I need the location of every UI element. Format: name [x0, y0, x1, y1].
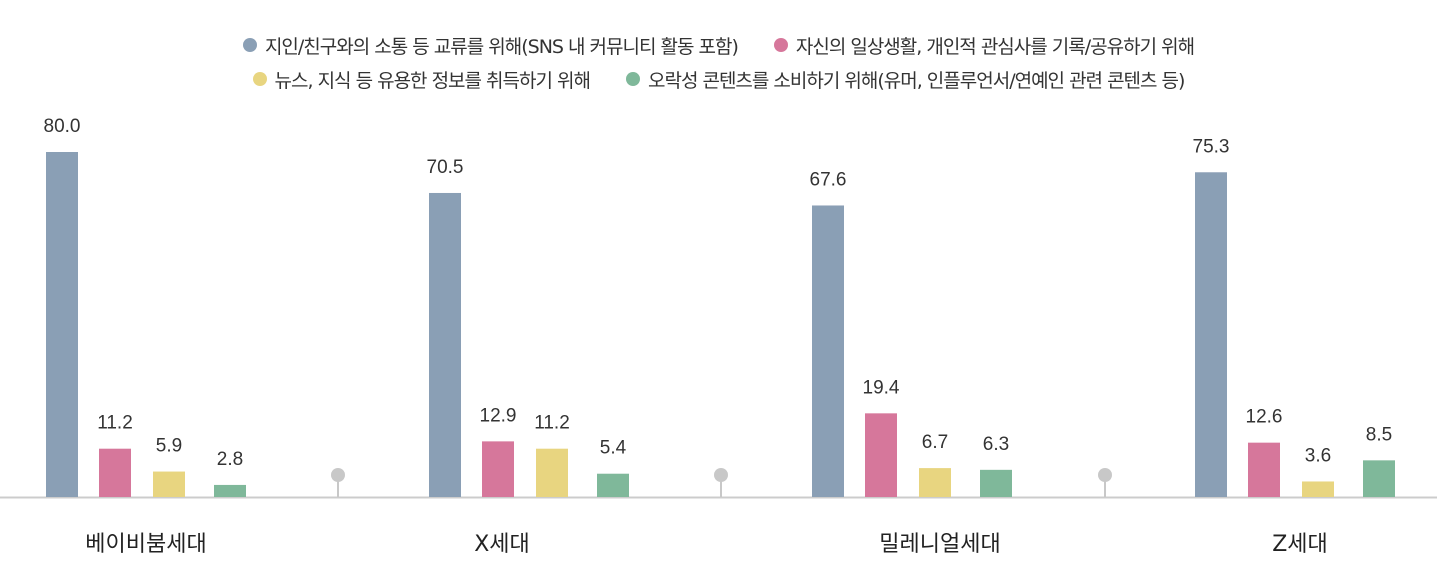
legend-label: 자신의 일상생활, 개인적 관심사를 기록/공유하기 위해 [795, 35, 1195, 58]
data-label: 12.9 [480, 405, 517, 426]
legend-item-series-2: 자신의 일상생활, 개인적 관심사를 기록/공유하기 위해 [773, 32, 1195, 59]
legend-label: 오락성 콘텐츠를 소비하기 위해(유머, 인플루언서/연예인 관련 콘텐츠 등) [647, 69, 1185, 92]
bar-1-3 [812, 205, 844, 497]
legend-dot-icon [242, 38, 257, 52]
bar-1-2 [429, 192, 461, 497]
bar-4-2 [597, 473, 629, 497]
group-separator-dot [1098, 468, 1112, 482]
category-label: Z세대 [1272, 532, 1328, 557]
legend-item-series-3: 뉴스, 지식 등 유용한 정보를 취득하기 위해 [252, 66, 591, 93]
data-label: 80.0 [44, 116, 81, 137]
legend-row-1: 지인/친구와의 소통 등 교류를 위해(SNS 내 커뮤니티 활동 포함) 자신… [0, 28, 1437, 62]
bar-4-3 [980, 469, 1012, 497]
data-label: 11.2 [534, 413, 570, 434]
bar-3-1 [153, 471, 185, 497]
data-label: 11.2 [97, 413, 133, 434]
bar-1-1 [46, 152, 78, 497]
data-label: 6.7 [922, 432, 948, 453]
data-label: 5.4 [600, 438, 627, 459]
legend-label: 지인/친구와의 소통 등 교류를 위해(SNS 내 커뮤니티 활동 포함) [264, 35, 739, 58]
data-label: 12.6 [1246, 407, 1283, 428]
bar-3-4 [1302, 481, 1334, 497]
legend-dot-icon [625, 72, 640, 86]
group-separator-dot [331, 468, 345, 482]
legend-dot-icon [773, 38, 788, 52]
legend-item-series-1: 지인/친구와의 소통 등 교류를 위해(SNS 내 커뮤니티 활동 포함) [242, 32, 739, 59]
data-label: 8.5 [1366, 424, 1392, 445]
bar-2-3 [865, 413, 897, 497]
bar-1-4 [1195, 172, 1227, 498]
category-label: X세대 [474, 532, 530, 557]
legend-label: 뉴스, 지식 등 유용한 정보를 취득하기 위해 [274, 69, 591, 92]
legend-row-2: 뉴스, 지식 등 유용한 정보를 취득하기 위해 오락성 콘텐츠를 소비하기 위… [0, 62, 1437, 96]
data-label: 5.9 [156, 436, 182, 457]
legend: 지인/친구와의 소통 등 교류를 위해(SNS 내 커뮤니티 활동 포함) 자신… [0, 28, 1437, 96]
data-label: 67.6 [810, 169, 847, 190]
data-label: 6.3 [983, 434, 1009, 455]
bar-3-2 [536, 448, 568, 497]
data-label: 3.6 [1305, 445, 1331, 466]
bar-4-4 [1363, 460, 1395, 497]
bar-2-4 [1248, 442, 1280, 497]
category-label: 베이비붐세대 [85, 532, 206, 557]
data-label: 70.5 [427, 157, 464, 178]
bar-2-1 [99, 448, 131, 497]
data-label: 75.3 [1193, 136, 1230, 157]
legend-item-series-4: 오락성 콘텐츠를 소비하기 위해(유머, 인플루언서/연예인 관련 콘텐츠 등) [625, 66, 1185, 93]
group-separator-dot [714, 468, 728, 482]
data-label: 2.8 [217, 449, 243, 470]
bar-3-3 [919, 468, 951, 497]
bar-2-2 [482, 441, 514, 497]
bar-4-1 [214, 484, 246, 497]
category-label: 밀레니얼세대 [879, 532, 1000, 557]
legend-dot-icon [252, 72, 267, 86]
data-label: 19.4 [863, 377, 900, 398]
